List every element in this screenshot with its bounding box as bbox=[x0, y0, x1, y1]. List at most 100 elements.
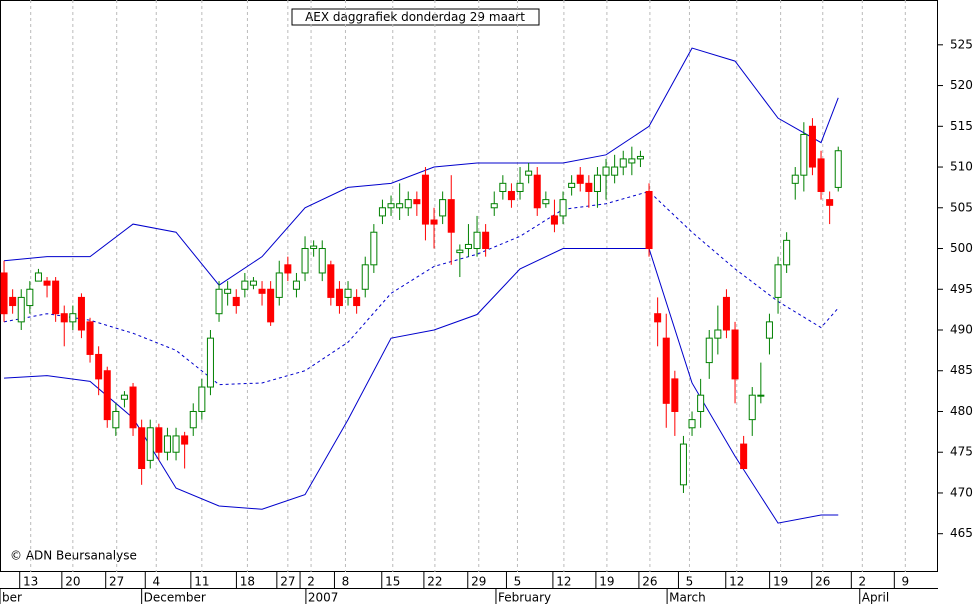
month-label: April bbox=[862, 591, 889, 604]
candle-body bbox=[284, 264, 292, 274]
candle-body bbox=[258, 288, 266, 294]
y-tick-label: 470 bbox=[950, 485, 973, 499]
candle-body bbox=[430, 219, 438, 225]
candle-body bbox=[473, 231, 481, 250]
candle-body bbox=[697, 394, 705, 412]
x-tick-label: 8 bbox=[342, 575, 350, 589]
x-tick-label: 11 bbox=[194, 575, 209, 589]
candle-body bbox=[361, 264, 369, 290]
x-tick-label: 27 bbox=[280, 575, 295, 589]
x-tick-label: 29 bbox=[471, 575, 486, 589]
month-label: March bbox=[669, 591, 706, 604]
x-tick-label: 5 bbox=[514, 575, 522, 589]
candle-body bbox=[456, 249, 464, 254]
candle-body bbox=[808, 125, 816, 168]
candle-body bbox=[834, 150, 842, 188]
y-tick-label: 495 bbox=[950, 282, 973, 296]
y-tick-label: 515 bbox=[950, 119, 973, 133]
x-tick-label: 27 bbox=[109, 575, 124, 589]
candle-body bbox=[490, 203, 498, 209]
candle-body bbox=[533, 174, 541, 209]
candle-body bbox=[714, 329, 722, 339]
candle-body bbox=[679, 443, 687, 486]
month-label: 2007 bbox=[308, 591, 339, 604]
candle-body bbox=[52, 280, 60, 315]
y-tick-label: 510 bbox=[950, 160, 973, 174]
candle-body bbox=[619, 158, 627, 168]
candle-body bbox=[439, 199, 447, 217]
candle-body bbox=[163, 435, 171, 453]
x-tick-label: 2 bbox=[858, 575, 866, 589]
candle-body bbox=[112, 410, 120, 429]
candle-body bbox=[542, 199, 550, 205]
candle-body bbox=[748, 394, 756, 421]
candle-body bbox=[34, 272, 42, 282]
y-tick-label: 520 bbox=[950, 78, 973, 92]
candle-body bbox=[26, 288, 34, 307]
candle-body bbox=[146, 427, 154, 461]
x-tick-label: 19 bbox=[773, 575, 788, 589]
candle-body bbox=[404, 199, 412, 209]
candle-body bbox=[447, 199, 455, 233]
y-tick-label: 490 bbox=[950, 323, 973, 337]
y-tick-label: 505 bbox=[950, 200, 973, 214]
candle-body bbox=[817, 158, 825, 192]
candle-body bbox=[60, 313, 68, 323]
candle-body bbox=[413, 199, 421, 205]
candle-body bbox=[353, 296, 361, 307]
candle-body bbox=[189, 410, 197, 429]
candle-body bbox=[172, 435, 180, 453]
candle-body bbox=[95, 353, 103, 380]
x-tick-label: 2 bbox=[307, 575, 315, 589]
candle-body bbox=[654, 313, 662, 323]
copyright: © ADN Beursanalyse bbox=[10, 549, 137, 563]
candle-body bbox=[628, 158, 636, 164]
candle-body bbox=[327, 264, 335, 298]
y-tick-label: 475 bbox=[950, 445, 973, 459]
candle-body bbox=[757, 394, 765, 397]
candle-body bbox=[155, 427, 163, 453]
x-tick-label: 15 bbox=[385, 575, 400, 589]
candle-body bbox=[636, 155, 644, 160]
candle-body bbox=[740, 443, 748, 470]
candle-body bbox=[507, 190, 515, 201]
candle-body bbox=[0, 272, 8, 315]
x-tick-label: 26 bbox=[642, 575, 657, 589]
candle-body bbox=[292, 280, 300, 290]
bollinger-band bbox=[3, 190, 839, 386]
candle-body bbox=[9, 296, 17, 307]
candle-body bbox=[69, 313, 77, 323]
candle-body bbox=[206, 337, 214, 388]
candle-body bbox=[826, 199, 834, 206]
candle-body bbox=[593, 174, 601, 192]
candle-body bbox=[464, 243, 472, 250]
candle-body bbox=[267, 288, 275, 323]
candle-body bbox=[43, 280, 51, 286]
candle-body bbox=[705, 337, 713, 364]
candle-body bbox=[482, 231, 490, 250]
candle-body bbox=[232, 296, 240, 307]
chart-title: AEX daggrafiek donderdag 29 maart bbox=[305, 10, 525, 24]
x-tick-label: 19 bbox=[599, 575, 614, 589]
candle-body bbox=[301, 248, 309, 274]
candle-body bbox=[499, 182, 507, 192]
candle-body bbox=[344, 288, 352, 298]
y-tick-label: 525 bbox=[950, 37, 973, 51]
month-label: December bbox=[144, 591, 206, 604]
candle-body bbox=[138, 427, 146, 470]
candle-body bbox=[611, 166, 619, 176]
candle-body bbox=[525, 170, 533, 176]
month-label: February bbox=[498, 591, 551, 604]
plot-frame bbox=[0, 0, 938, 572]
candle-body bbox=[774, 264, 782, 298]
candle-body bbox=[576, 174, 584, 184]
candle-body bbox=[129, 386, 137, 429]
candle-body bbox=[765, 321, 773, 339]
candle-body bbox=[198, 386, 206, 412]
candle-body bbox=[249, 280, 257, 286]
x-tick-label: 20 bbox=[65, 575, 80, 589]
candle-body bbox=[103, 370, 111, 421]
bollinger-band bbox=[3, 47, 839, 286]
candle-body bbox=[559, 199, 567, 217]
